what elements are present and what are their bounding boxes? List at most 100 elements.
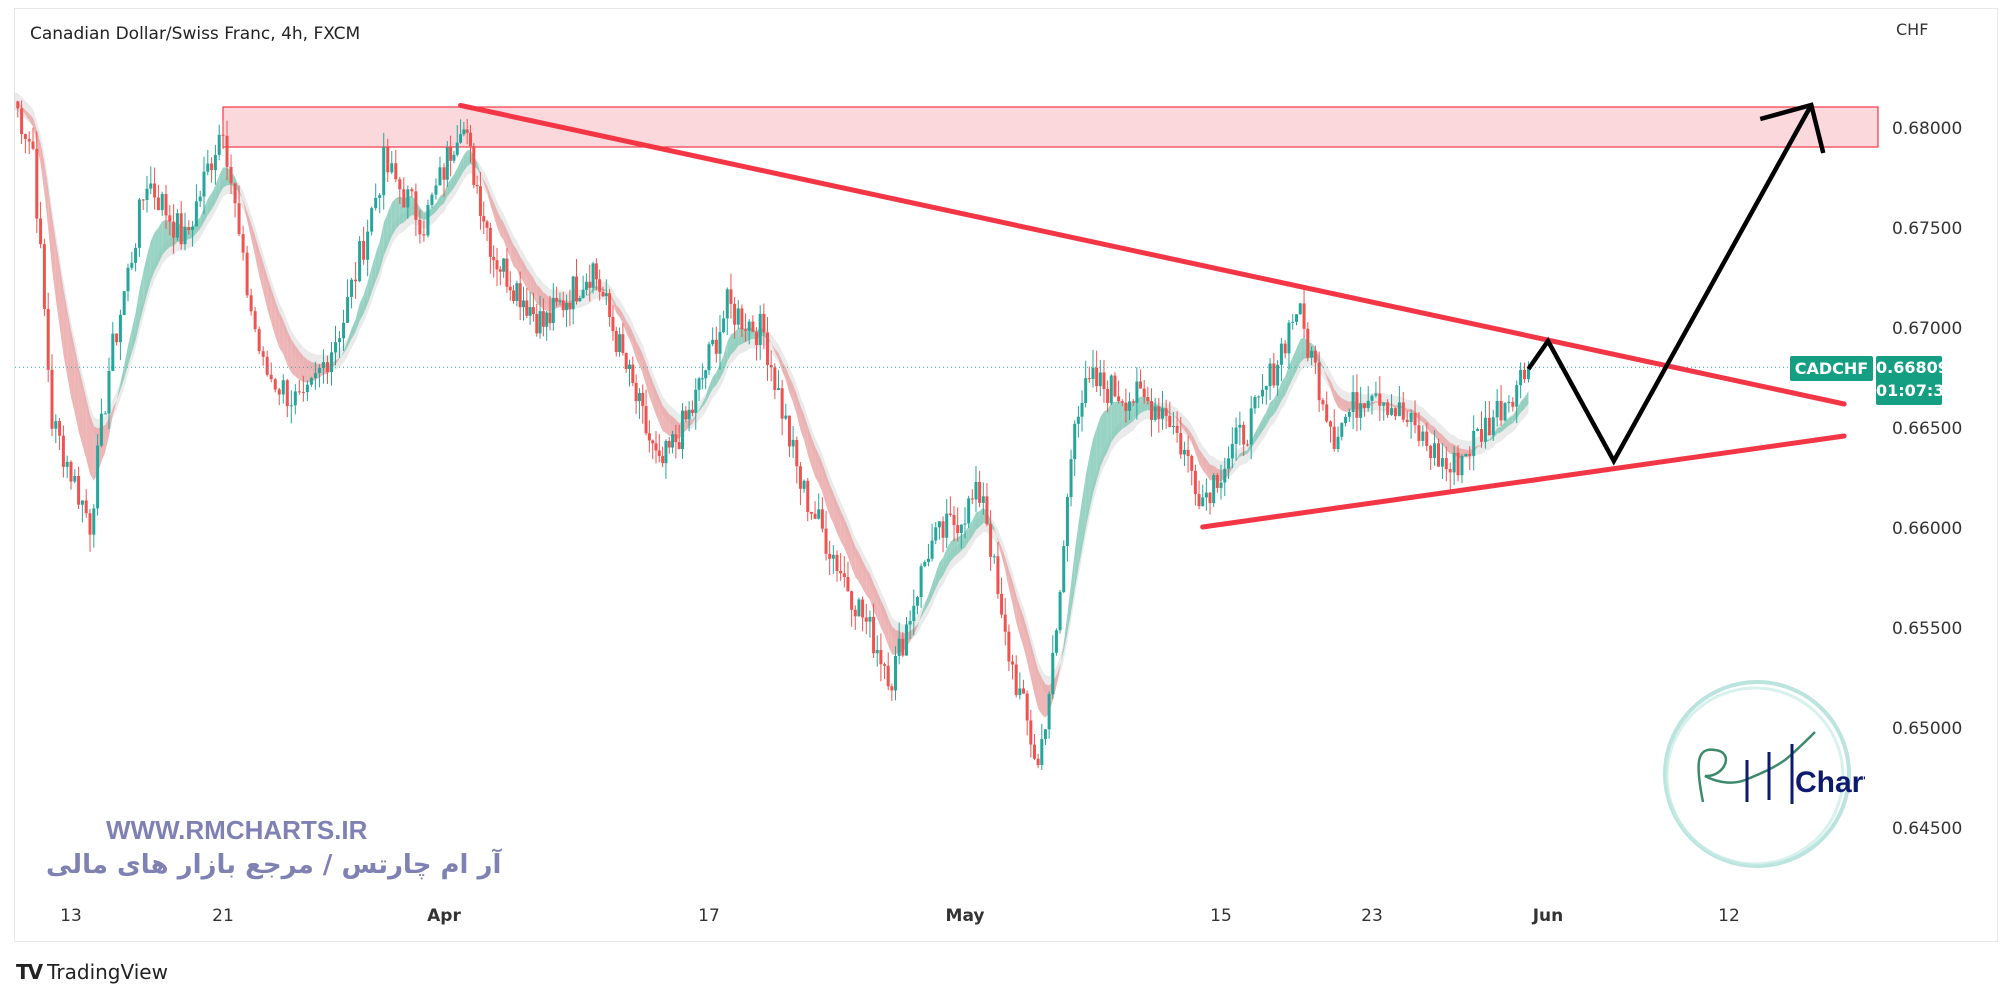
candle-body bbox=[1142, 388, 1146, 398]
ma-ribbon bbox=[120, 365, 125, 391]
candle-body bbox=[614, 331, 618, 353]
candle-body bbox=[358, 240, 362, 282]
ma-ribbon bbox=[702, 396, 706, 408]
candle-body bbox=[478, 186, 482, 216]
watermark-url: WWW.RMCHARTS.IR bbox=[106, 815, 368, 845]
candle-body bbox=[84, 500, 88, 514]
ma-ribbon bbox=[375, 241, 380, 281]
candle-body bbox=[601, 291, 605, 297]
ma-ribbon bbox=[807, 426, 812, 467]
candle-body bbox=[578, 298, 582, 302]
ma-ribbon bbox=[656, 389, 660, 424]
candle-body bbox=[1268, 363, 1272, 387]
ma-ribbon bbox=[391, 198, 396, 236]
candle-body bbox=[831, 554, 835, 559]
ma-ribbon bbox=[150, 232, 155, 281]
candle-body bbox=[502, 258, 506, 272]
candle-body bbox=[1087, 378, 1091, 380]
ma-ribbon bbox=[712, 372, 717, 390]
candle-body bbox=[919, 566, 923, 598]
ma-ribbon bbox=[1100, 411, 1104, 468]
ma-ribbon bbox=[112, 400, 117, 416]
candle-body bbox=[414, 191, 418, 220]
ma-ribbon bbox=[63, 289, 68, 377]
last-price: 0.66809 bbox=[1876, 358, 1949, 377]
ma-ribbon bbox=[243, 200, 248, 221]
candle-body bbox=[88, 513, 92, 535]
candle-body bbox=[817, 509, 821, 519]
candle-body bbox=[462, 129, 466, 135]
candle-body bbox=[714, 339, 718, 354]
ma-ribbon bbox=[147, 241, 151, 295]
candle-body bbox=[156, 197, 160, 211]
ma-band bbox=[586, 285, 590, 305]
tradingview-brand[interactable]: TV TradingView bbox=[16, 960, 168, 984]
ma-ribbon bbox=[1103, 409, 1108, 458]
candle-body bbox=[406, 189, 410, 208]
candle-body bbox=[598, 279, 602, 292]
ma-ribbon bbox=[347, 328, 352, 347]
ma-ribbon bbox=[526, 268, 531, 293]
ma-ribbon bbox=[1418, 414, 1423, 423]
ma-ribbon bbox=[840, 510, 845, 549]
candle-body bbox=[1080, 403, 1084, 417]
candle-body bbox=[442, 167, 446, 180]
ma-ribbon bbox=[1038, 669, 1042, 715]
candle-body bbox=[1476, 429, 1480, 431]
candle-body bbox=[634, 382, 638, 402]
ma-ribbon bbox=[267, 276, 272, 323]
ma-ribbon bbox=[699, 403, 703, 412]
ma-ribbon bbox=[351, 319, 356, 339]
ma-ribbon bbox=[837, 502, 841, 541]
ma-ribbon bbox=[1489, 434, 1494, 442]
ma-ribbon bbox=[74, 347, 79, 432]
ma-ribbon bbox=[287, 330, 292, 373]
candle-body bbox=[594, 263, 598, 280]
ma-ribbon bbox=[1107, 402, 1112, 452]
ma-ribbon bbox=[223, 167, 228, 188]
ma-ribbon bbox=[1078, 500, 1083, 569]
candle-body bbox=[974, 482, 978, 500]
candle-body bbox=[1279, 343, 1283, 365]
candle-body bbox=[46, 308, 50, 370]
candle-body bbox=[1511, 401, 1515, 407]
ma-ribbon bbox=[477, 162, 481, 175]
ma-ribbon bbox=[355, 303, 360, 332]
ma-ribbon bbox=[778, 353, 783, 372]
candle-body bbox=[495, 260, 499, 270]
candle-body bbox=[824, 528, 828, 554]
ma-ribbon bbox=[487, 185, 491, 205]
ma-ribbon bbox=[109, 408, 113, 436]
candle-body bbox=[795, 439, 799, 467]
ma-ribbon bbox=[1060, 643, 1064, 668]
ma-ribbon bbox=[263, 262, 268, 309]
candle-body bbox=[149, 183, 153, 189]
ma-ribbon bbox=[1114, 401, 1119, 437]
candle-body bbox=[1242, 424, 1246, 445]
ma-ribbon bbox=[649, 372, 653, 406]
candle-body bbox=[1245, 444, 1249, 446]
ma-ribbon bbox=[1266, 402, 1271, 426]
candle-body bbox=[667, 440, 671, 448]
candle-body bbox=[970, 498, 974, 500]
candle-body bbox=[1499, 400, 1503, 421]
ma-ribbon bbox=[1089, 438, 1093, 511]
ma-ribbon bbox=[493, 202, 497, 227]
ma-ribbon bbox=[506, 230, 511, 258]
candle-body bbox=[179, 213, 183, 245]
candle-body bbox=[707, 344, 711, 371]
ma-ribbon bbox=[1202, 454, 1207, 475]
ma-band bbox=[699, 398, 703, 421]
candle-body bbox=[1193, 470, 1197, 495]
ma-ribbon bbox=[516, 249, 521, 278]
candle-body bbox=[1321, 400, 1325, 405]
candle-body bbox=[1468, 453, 1472, 456]
candle-body bbox=[492, 256, 496, 261]
candle-body bbox=[434, 185, 438, 195]
ma-ribbon bbox=[1330, 380, 1335, 400]
candle-body bbox=[551, 297, 555, 324]
candle-body bbox=[1261, 389, 1265, 397]
ma-ribbon bbox=[1093, 428, 1097, 494]
candle-body bbox=[773, 367, 777, 390]
